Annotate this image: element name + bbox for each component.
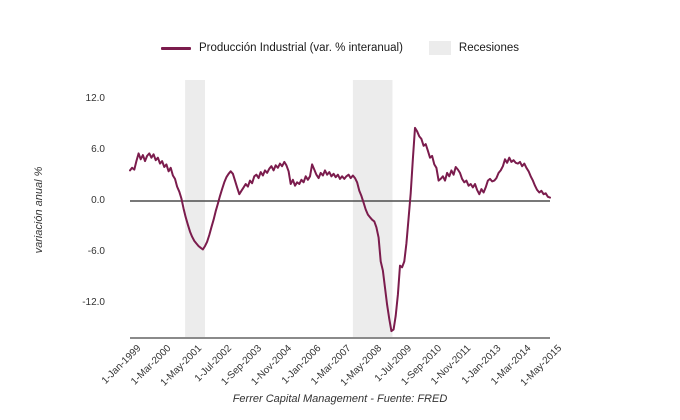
y-axis-title: variación anual % [33,166,45,254]
production-series-line [129,126,551,333]
legend-item-series: Producción Industrial (var. % interanual… [161,42,403,54]
recession-box-swatch-icon [428,41,451,55]
recession-band [185,80,205,338]
y-tick-label: 6.0 [91,144,105,155]
y-tick-label: 0.0 [91,195,105,206]
legend-series-label: Producción Industrial (var. % interanual… [199,42,403,54]
legend-recessions-label: Recesiones [458,42,519,54]
legend-item-recessions: Recesiones [428,41,519,55]
y-tick-label: -6.0 [87,246,105,257]
chart-legend: Producción Industrial (var. % interanual… [0,38,680,58]
chart-source-footer: Ferrer Capital Management - Fuente: FRED [232,393,448,405]
series-line-swatch-icon [161,46,191,50]
y-tick-label: 12.0 [85,93,105,104]
y-tick-label: -12.0 [82,297,105,308]
